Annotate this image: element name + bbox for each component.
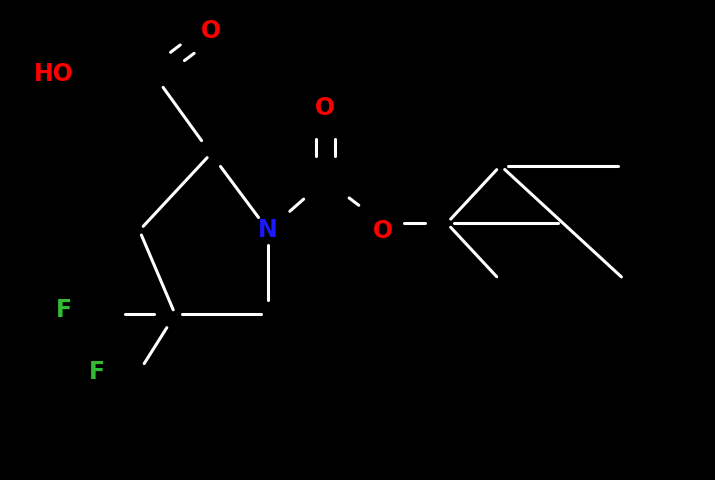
Text: F: F (56, 298, 72, 322)
Text: HO: HO (34, 62, 74, 86)
Text: N: N (258, 218, 278, 242)
Text: O: O (315, 96, 335, 120)
Text: O: O (201, 19, 221, 43)
Text: O: O (373, 219, 393, 243)
Text: F: F (89, 360, 104, 384)
